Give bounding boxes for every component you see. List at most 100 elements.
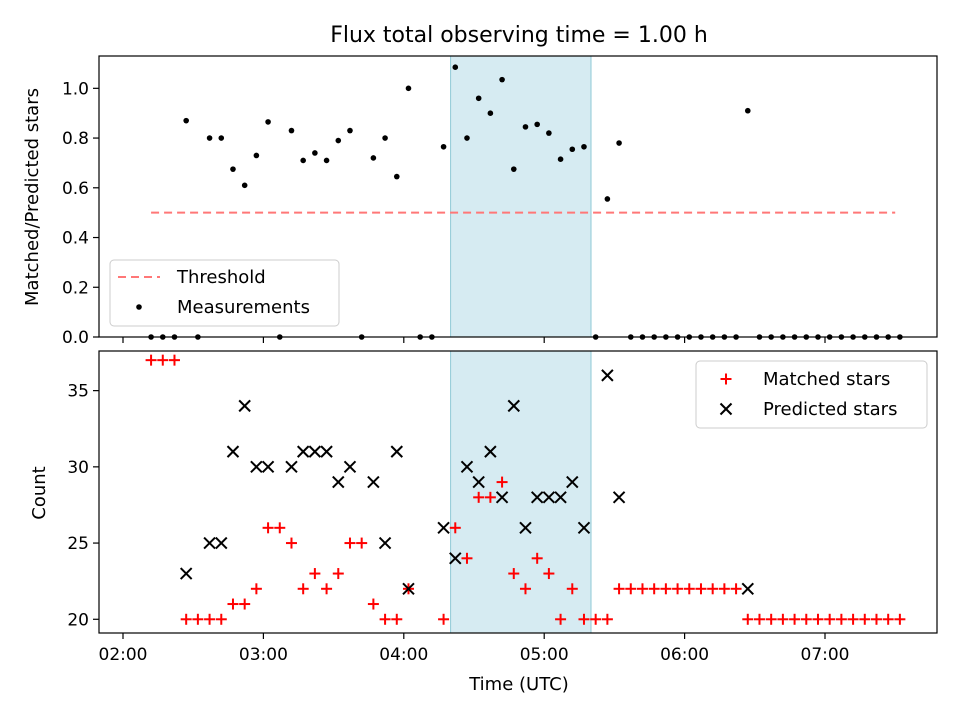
count-panel-frame	[98, 350, 938, 634]
x-tick-label: 03:00	[239, 645, 288, 665]
matched-star-point	[356, 537, 368, 549]
observing-window-shading-bottom	[450, 350, 592, 634]
measurement-point	[464, 135, 470, 141]
y-tick-label: 0.6	[62, 179, 89, 199]
predicted-star-point	[554, 491, 567, 504]
matched-star-point	[508, 568, 520, 580]
ratio-panel: 0.0 0.2 0.4 0.6 0.8 1.0 Matched/Predicted sta…	[22, 55, 938, 348]
y-tick-label: 0.2	[62, 278, 89, 298]
predicted-star-point	[437, 521, 450, 535]
matched-star-point	[180, 613, 192, 625]
matched-star-point	[461, 552, 473, 564]
matched-star-point	[683, 583, 695, 595]
matched-star-point	[660, 583, 672, 595]
ratio-y-axis-label: Matched/Predicted stars	[22, 88, 43, 306]
measurement-point	[522, 124, 529, 130]
matched-star-point	[309, 568, 321, 580]
legend-measurements-swatch	[136, 304, 142, 310]
predicted-star-point	[367, 475, 380, 489]
predicted-star-point	[601, 369, 614, 382]
matched-star-point	[777, 613, 789, 625]
legend-measurements-label: Measurements	[177, 297, 310, 318]
measurement-point	[323, 157, 330, 164]
predicted-star-point	[250, 460, 263, 474]
measurement-point	[370, 155, 377, 161]
count-y-axis: 20 25 30 35	[67, 382, 99, 630]
measurement-point	[557, 156, 564, 162]
predicted-star-point	[390, 445, 403, 458]
predicted-star-point	[612, 491, 626, 504]
predicted-star-point	[285, 460, 298, 474]
predicted-star-point	[741, 582, 754, 596]
matched-star-point	[321, 583, 333, 595]
measurement-point	[253, 152, 260, 159]
matched-star-point	[555, 613, 567, 625]
predicted-star-point	[460, 460, 474, 474]
matched-star-point	[812, 613, 824, 625]
observing-window-shading-top	[450, 55, 592, 338]
matched-star-point	[285, 537, 297, 549]
matched-star-point	[636, 583, 648, 595]
predicted-star-point	[519, 521, 532, 535]
matched-star-point	[367, 598, 379, 610]
time-x-axis: 02:00 03:00 04:00 05:00 06:00 07:00	[99, 633, 850, 665]
matched-star-point	[859, 613, 871, 625]
matched-star-point	[648, 583, 660, 595]
measurement-point	[546, 130, 552, 136]
matched-star-point	[473, 491, 485, 503]
measurement-point	[265, 119, 271, 125]
legend-predicted-swatch	[719, 402, 733, 416]
measurement-point	[569, 146, 576, 153]
y-tick-label: 0.0	[62, 328, 89, 348]
matched-star-point	[192, 613, 204, 625]
predicted-star-point	[507, 399, 520, 413]
y-tick-label: 0.8	[62, 129, 89, 149]
matched-star-point	[250, 583, 262, 595]
predicted-star-point	[296, 445, 310, 458]
matched-star-point	[332, 568, 344, 580]
matched-star-point	[531, 552, 543, 564]
ratio-legend: Threshold Measurements	[109, 259, 340, 327]
x-tick-label: 06:00	[660, 645, 709, 665]
matched-star-point	[730, 583, 742, 595]
measurement-point	[487, 110, 494, 116]
measurement-point	[475, 95, 482, 102]
matched-star-point	[590, 613, 602, 625]
matched-star-point	[613, 583, 625, 595]
x-tick-label: 05:00	[520, 645, 569, 665]
measurement-point	[393, 173, 400, 180]
measurement-point	[616, 140, 622, 146]
measurement-point	[300, 157, 306, 164]
predicted-star-point	[179, 567, 193, 580]
measurement-point	[744, 107, 751, 114]
matched-star-point	[344, 537, 356, 549]
legend-matched-label: Matched stars	[763, 369, 890, 390]
matched-star-point	[215, 613, 227, 625]
matched-star-point	[847, 613, 859, 625]
ratio-panel-frame	[98, 55, 938, 338]
matched-star-point	[894, 613, 906, 625]
matched-star-point	[391, 613, 403, 625]
predicted-star-point	[226, 445, 240, 458]
matched-star-point	[297, 583, 309, 595]
measurement-point	[604, 196, 611, 202]
ratio-legend-box	[109, 259, 340, 327]
measurement-point	[440, 143, 447, 150]
legend-matched-swatch	[720, 373, 732, 385]
matched-star-point	[578, 613, 590, 625]
matched-star-point	[262, 522, 274, 534]
matched-star-point	[157, 354, 169, 366]
measurement-point	[382, 135, 388, 141]
measurement-point	[335, 137, 342, 144]
predicted-star-point	[261, 460, 275, 474]
predicted-star-point	[320, 445, 333, 458]
matched-star-point	[753, 613, 765, 625]
matched-star-point	[484, 491, 496, 503]
measurement-point	[405, 85, 412, 92]
ratio-y-axis: 0.0 0.2 0.4 0.6 0.8 1.0	[62, 79, 99, 348]
predicted-star-point	[449, 552, 462, 565]
matched-star-point	[789, 613, 801, 625]
matched-star-point	[566, 583, 578, 595]
predicted-star-point	[238, 399, 251, 413]
